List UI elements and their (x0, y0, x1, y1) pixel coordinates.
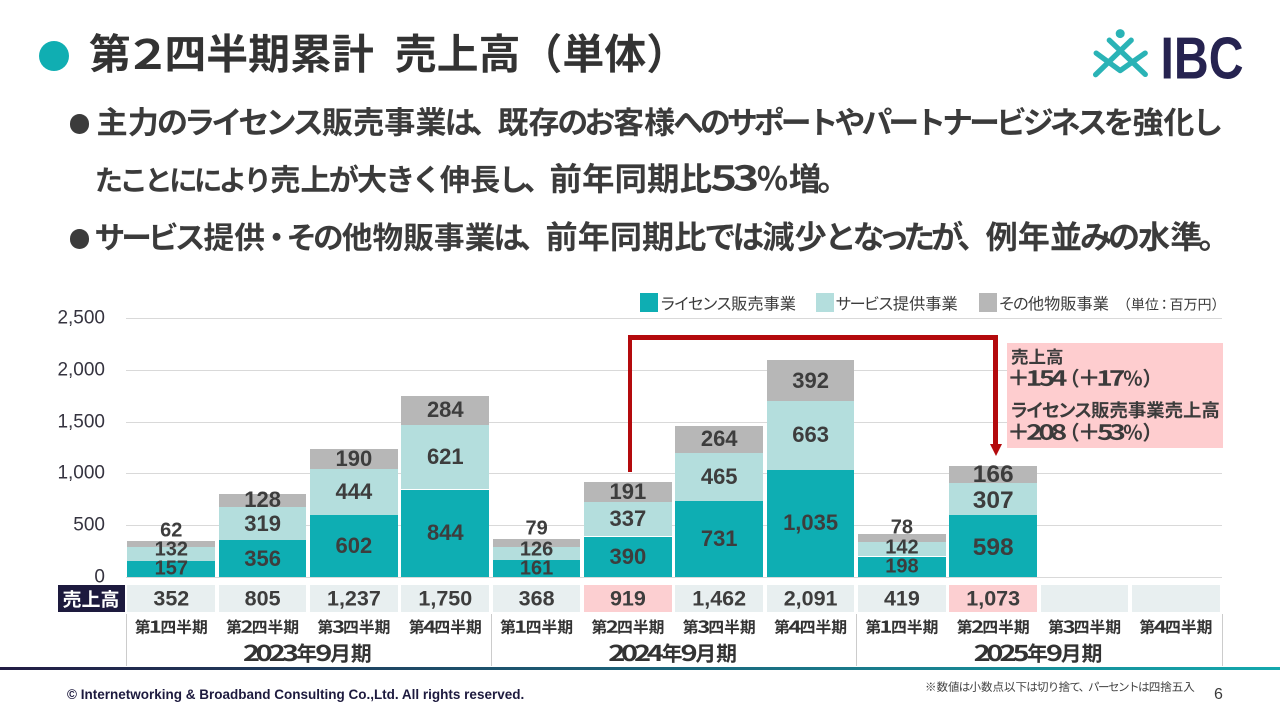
svg-text:IBC: IBC (1161, 26, 1244, 92)
